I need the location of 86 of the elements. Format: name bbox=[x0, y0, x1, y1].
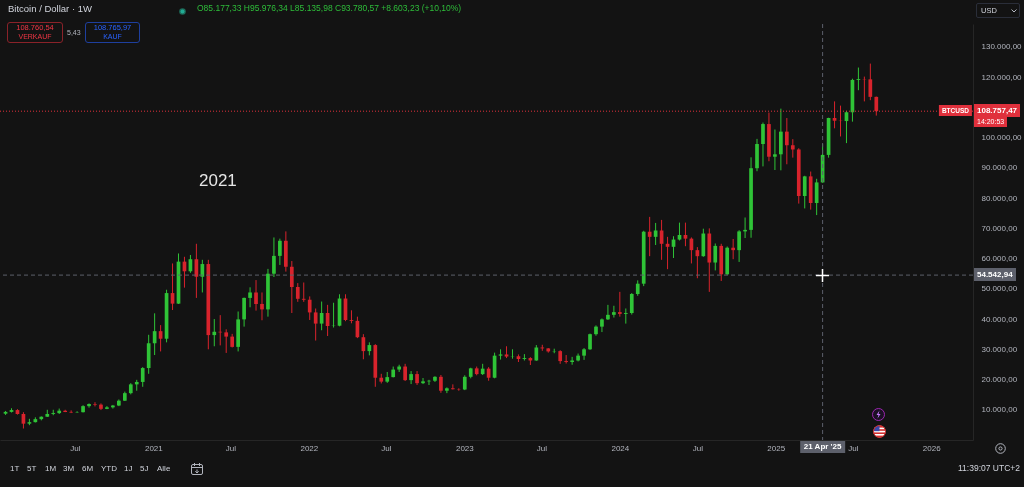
candlestick bbox=[802, 175, 807, 209]
candlestick bbox=[701, 228, 706, 258]
candlestick bbox=[313, 307, 318, 342]
candlestick bbox=[612, 305, 616, 319]
candlestick bbox=[278, 238, 282, 266]
candlestick bbox=[445, 386, 449, 394]
text: 5J bbox=[140, 464, 149, 473]
candlestick bbox=[260, 291, 264, 321]
x-tick-label: Jul bbox=[536, 443, 548, 453]
x-tick-label: Jul bbox=[692, 443, 704, 453]
x-tick-label: 2021 bbox=[144, 443, 164, 453]
text: 1T bbox=[10, 464, 20, 473]
candlestick bbox=[868, 63, 873, 101]
text: YTD bbox=[101, 464, 117, 473]
candlestick bbox=[272, 236, 276, 278]
candlestick bbox=[814, 178, 819, 216]
candlestick bbox=[629, 292, 634, 316]
ref-line-label: 108.757,47 bbox=[974, 104, 1021, 118]
candlestick bbox=[254, 279, 258, 312]
text: 6M bbox=[82, 464, 94, 473]
candlestick bbox=[140, 366, 145, 388]
text: 3M bbox=[63, 464, 75, 473]
x-tick-label: Jul bbox=[225, 443, 237, 453]
x-tick-label: 2024 bbox=[611, 443, 630, 453]
candlestick bbox=[93, 401, 97, 407]
text: Alle bbox=[157, 464, 171, 473]
candlestick bbox=[683, 222, 688, 247]
text: O85.177,33 H95.976,34 L85.135,98 C93.780,57 +8.603,23 (+10,10%) bbox=[197, 3, 462, 13]
text: 5T bbox=[27, 464, 37, 473]
x-tick-label: 2022 bbox=[300, 443, 319, 453]
x-tick-label: Jul bbox=[848, 443, 859, 453]
candlestick bbox=[289, 260, 294, 314]
y-tick-label: 10.000,00 bbox=[981, 405, 1018, 415]
ref-line-label: 21 Apr '25 bbox=[799, 441, 846, 453]
candlestick bbox=[606, 304, 610, 321]
candlestick bbox=[647, 216, 652, 257]
candlestick bbox=[856, 67, 861, 91]
candlestick bbox=[212, 318, 217, 347]
candlestick bbox=[570, 356, 574, 366]
y-tick-label: 60.000,00 bbox=[981, 254, 1018, 264]
y-tick-label: 50.000,00 bbox=[981, 284, 1018, 294]
candlestick bbox=[295, 282, 300, 303]
candlestick bbox=[498, 348, 503, 361]
y-tick-label: 70.000,00 bbox=[981, 223, 1018, 233]
y-tick-label: 100.000,00 bbox=[981, 133, 1023, 143]
candlestick bbox=[409, 370, 413, 385]
chart-title: Bitcoin / Dollar · 1W bbox=[8, 3, 92, 14]
candlestick bbox=[623, 307, 628, 325]
x-tick-label: 2026 bbox=[922, 443, 942, 453]
candlestick bbox=[737, 229, 741, 263]
candlestick bbox=[773, 129, 777, 171]
candlestick bbox=[617, 291, 622, 318]
text: 1J bbox=[124, 464, 133, 473]
candlestick bbox=[779, 108, 783, 171]
candlestick bbox=[421, 377, 425, 385]
x-tick-label: 2023 bbox=[455, 443, 475, 453]
candlestick bbox=[301, 281, 306, 303]
text: 1M bbox=[45, 464, 57, 473]
x-tick-label: 2025 bbox=[767, 443, 786, 453]
candlestick bbox=[832, 100, 837, 129]
candlestick bbox=[761, 122, 765, 167]
y-tick-label: 130.000,00 bbox=[981, 42, 1023, 52]
y-tick-label: 120.000,00 bbox=[981, 72, 1023, 82]
y-tick-label: 30.000,00 bbox=[981, 344, 1018, 354]
candlestick bbox=[790, 138, 795, 159]
x-tick-label: Jul bbox=[381, 443, 392, 453]
text: 11:39:07 UTC+2 bbox=[958, 463, 1020, 473]
y-tick-label: 80.000,00 bbox=[981, 193, 1018, 203]
candlestick bbox=[349, 309, 354, 324]
candlestick bbox=[713, 242, 718, 271]
candlestick bbox=[87, 402, 91, 409]
y-tick-label: 40.000,00 bbox=[981, 314, 1018, 324]
candlestick bbox=[248, 286, 252, 308]
ref-line-label: 54.542,94 bbox=[974, 268, 1016, 282]
candlestick bbox=[307, 295, 312, 321]
annotation: 2021 bbox=[199, 171, 237, 190]
y-tick-label: 20.000,00 bbox=[981, 375, 1018, 385]
candlestick bbox=[784, 117, 789, 165]
candlestick bbox=[564, 354, 569, 365]
x-tick-label: Jul bbox=[70, 443, 81, 453]
candlestick bbox=[242, 297, 246, 328]
candlestick bbox=[451, 383, 455, 391]
candlestick bbox=[510, 348, 515, 360]
candlestick bbox=[653, 222, 658, 246]
candlestick bbox=[224, 328, 229, 354]
y-tick-label: 90.000,00 bbox=[981, 163, 1018, 173]
